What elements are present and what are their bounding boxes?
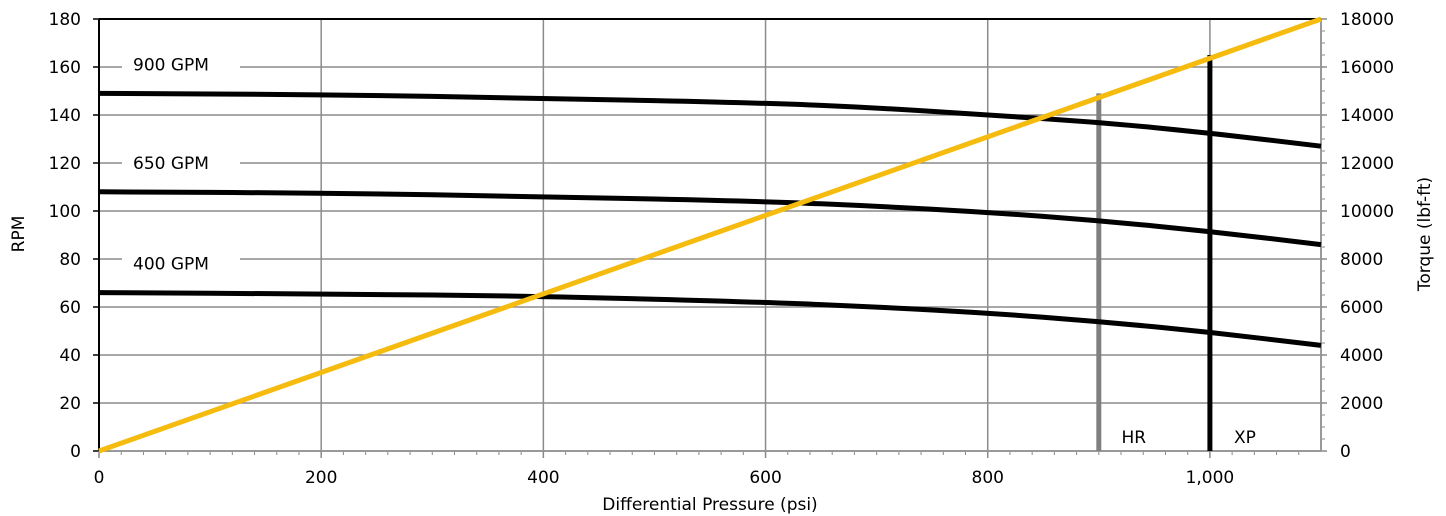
y-tick-label: 120 xyxy=(49,154,81,174)
threshold-markers: HR XP xyxy=(1096,55,1273,451)
series-line-900-gpm xyxy=(98,90,1322,149)
marker-label-background xyxy=(1107,425,1162,450)
marker-label-xp: XP xyxy=(1234,428,1256,448)
x-tick-label: 800 xyxy=(972,468,1004,488)
y2-tick-label: 18000 xyxy=(1340,10,1394,30)
y2-tick-label: 2000 xyxy=(1340,394,1383,414)
y-tick-label: 160 xyxy=(49,58,81,78)
y-tick-label: 60 xyxy=(59,298,81,318)
axes xyxy=(93,18,1327,458)
x-tick-label: 200 xyxy=(305,468,337,488)
x-axis-label: Differential Pressure (psi) xyxy=(602,495,817,515)
series-label-background xyxy=(122,149,240,176)
y2-tick-label: 8000 xyxy=(1340,250,1383,270)
torque-line xyxy=(98,16,1322,454)
y2-tick-label: 16000 xyxy=(1340,58,1394,78)
series-label-background xyxy=(122,51,240,78)
y-axis-label: RPM xyxy=(9,216,29,253)
x-tick-label: 600 xyxy=(749,468,781,488)
y2-tick-label: 10000 xyxy=(1340,202,1394,222)
series-label: 900 GPM xyxy=(133,55,209,75)
series-lines: 900 GPM 650 GPM 400 GPM xyxy=(98,16,1322,454)
y-tick-label: 20 xyxy=(59,394,81,414)
grid xyxy=(99,19,1321,451)
y2-tick-label: 12000 xyxy=(1340,154,1394,174)
x-tick-label: 1,000 xyxy=(1186,468,1235,488)
y2-axis-label: Torque (lbf-ft) xyxy=(1415,177,1435,292)
x-tick-label: 0 xyxy=(94,468,105,488)
y-tick-label: 100 xyxy=(49,202,81,222)
marker-label-background xyxy=(1218,425,1273,450)
marker-label-hr: HR xyxy=(1122,428,1147,448)
y-tick-label: 180 xyxy=(49,10,81,30)
series-label: 650 GPM xyxy=(133,154,209,174)
tick-labels: 0204060801001201401601800200040006000800… xyxy=(49,10,1395,488)
y-tick-label: 140 xyxy=(49,106,81,126)
y2-tick-label: 0 xyxy=(1340,442,1351,462)
series-label: 400 GPM xyxy=(133,255,209,275)
y2-tick-label: 4000 xyxy=(1340,346,1383,366)
series-line-650-gpm xyxy=(98,189,1322,248)
y2-tick-label: 6000 xyxy=(1340,298,1383,318)
series-line-400-gpm xyxy=(98,290,1322,348)
y-tick-label: 40 xyxy=(59,346,81,366)
series-label-background xyxy=(122,250,240,277)
y-tick-label: 0 xyxy=(70,442,81,462)
y-tick-label: 80 xyxy=(59,250,81,270)
x-tick-label: 400 xyxy=(527,468,559,488)
y2-tick-label: 14000 xyxy=(1340,106,1394,126)
